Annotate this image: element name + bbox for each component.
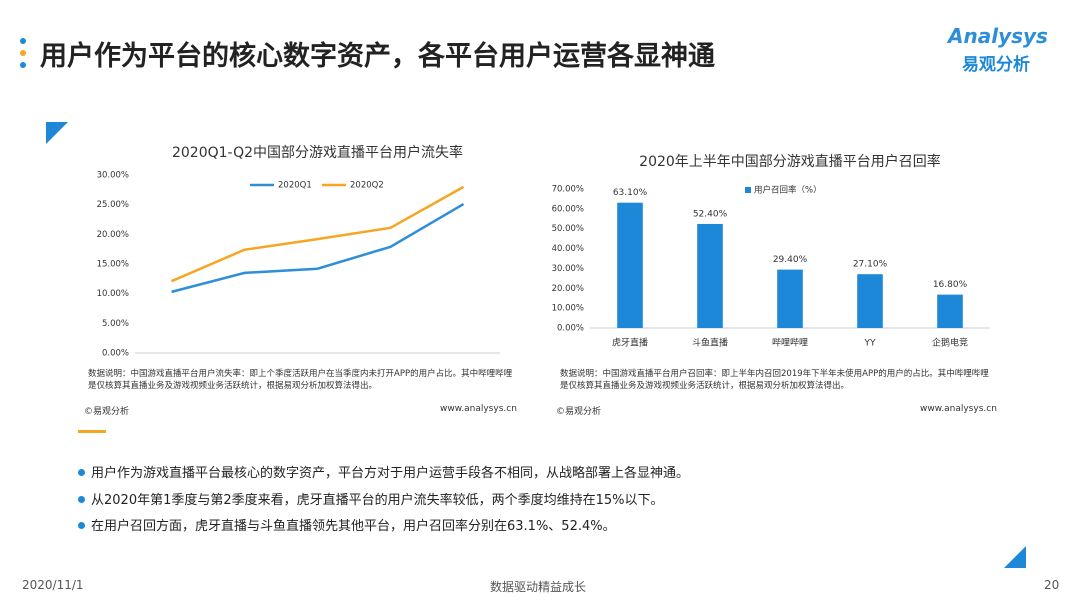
bar (697, 223, 723, 328)
y-tick-label: 0.00% (557, 324, 584, 334)
x-tick-label: 斗鱼直播 (692, 337, 728, 349)
logo-en: Analysys (948, 24, 1048, 48)
value-label: 52.40% (693, 209, 728, 219)
footer-slogan: 数据驱动精益成长 (490, 580, 587, 594)
chart-title: 2020年上半年中国部分游戏直播平台用户召回率 (639, 153, 941, 170)
y-tick-label: 20.00% (97, 230, 129, 240)
y-tick-label: 50.00% (552, 224, 584, 234)
value-label: 29.40% (773, 255, 808, 265)
x-tick-label: 哔哩哔哩 (772, 338, 808, 349)
x-tick-label: YY (864, 339, 876, 349)
bullet: 用户作为游戏直播平台最核心的数字资产，平台方对于用户运营手段各不相同，从战略部署… (78, 462, 689, 481)
y-tick-label: 15.00% (97, 260, 129, 270)
title-dot (20, 50, 26, 56)
page-number: 20 (1044, 578, 1060, 592)
chart-source: ©易观分析 (556, 407, 602, 417)
y-tick-label: 60.00% (552, 204, 584, 214)
chart-url: www.analysys.cn (920, 404, 997, 414)
bullet: 在用户召回方面，虎牙直播与斗鱼直播领先其他平台，用户召回率分别在63.1%、52… (78, 515, 616, 534)
line-series (171, 185, 465, 283)
bar (937, 294, 963, 328)
legend-label: 用户召回率（%） (754, 185, 822, 196)
y-tick-label: 5.00% (102, 319, 129, 329)
chart-note: 数据说明：中国游戏直播平台用户召回率：即上半年内召回2019年下半年未使用APP… (560, 369, 989, 391)
bar (777, 269, 803, 328)
chart-url: www.analysys.cn (440, 404, 517, 414)
bar (617, 202, 643, 328)
y-tick-label: 70.00% (552, 185, 584, 195)
legend-swatch (745, 187, 751, 193)
y-tick-label: 30.00% (552, 264, 584, 274)
title-dot (20, 62, 26, 68)
corner-decor (46, 122, 68, 144)
chart-source: ©易观分析 (84, 407, 130, 417)
value-label: 63.10% (613, 188, 648, 198)
value-label: 27.10% (853, 260, 888, 270)
y-tick-label: 20.00% (552, 284, 584, 294)
y-tick-label: 10.00% (552, 304, 584, 314)
y-tick-label: 10.00% (97, 289, 129, 299)
corner-decor (1004, 546, 1026, 568)
bar (857, 274, 883, 328)
y-tick-label: 0.00% (102, 349, 129, 359)
bar-chart: 2020年上半年中国部分游戏直播平台用户召回率 0.00% 10.00% 20.00%… (552, 153, 990, 349)
y-tick-label: 30.00% (97, 171, 129, 181)
line-series (171, 202, 465, 294)
chart-title: 2020Q1-Q2中国部分游戏直播平台用户流失率 (172, 144, 463, 161)
slide-title: 用户作为平台的核心数字资产，各平台用户运营各显神通 (40, 41, 715, 72)
x-tick-label: 企鹅电竞 (932, 337, 968, 349)
bullet: 从2020年第1季度与第2季度来看，虎牙直播平台的用户流失率较低，两个季度均维持… (78, 489, 664, 508)
title-dot (20, 38, 26, 44)
divider (78, 430, 106, 433)
legend-label: 2020Q1 (278, 181, 312, 191)
logo-cn: 易观分析 (962, 55, 1030, 75)
value-label: 16.80% (933, 280, 968, 290)
chart-note: 数据说明：中国游戏直播平台用户流失率：即上个季度活跃用户在当季度内未打开APP的… (88, 369, 513, 391)
x-tick-label: 虎牙直播 (612, 337, 648, 349)
y-tick-label: 40.00% (552, 244, 584, 254)
footer-date: 2020/11/1 (22, 578, 84, 592)
line-chart: 2020Q1-Q2中国部分游戏直播平台用户流失率 0.00% 5.00% 10.00%… (97, 144, 500, 359)
y-tick-label: 25.00% (97, 200, 129, 210)
legend-label: 2020Q2 (350, 181, 384, 191)
